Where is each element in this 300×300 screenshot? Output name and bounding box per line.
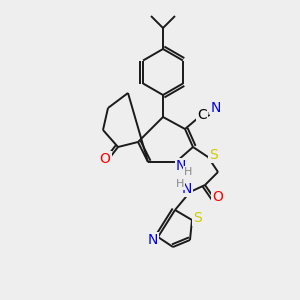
Text: N: N	[176, 159, 186, 173]
Text: O: O	[213, 190, 224, 204]
Text: N: N	[182, 182, 192, 196]
Text: N: N	[211, 101, 221, 115]
Text: H: H	[184, 167, 192, 177]
Text: S: S	[208, 148, 217, 162]
Text: H: H	[176, 179, 184, 189]
Text: O: O	[100, 152, 110, 166]
Text: N: N	[148, 233, 158, 247]
Text: C: C	[197, 108, 207, 122]
Text: S: S	[193, 211, 201, 225]
